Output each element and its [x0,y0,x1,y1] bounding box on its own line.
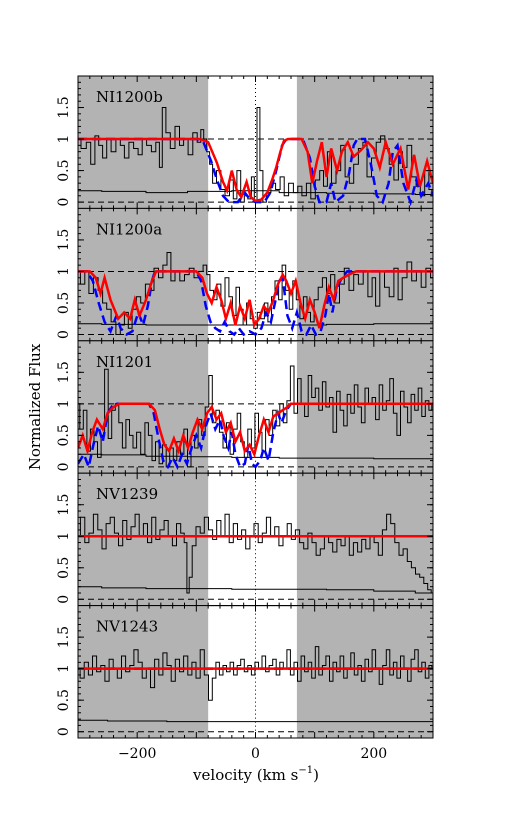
shaded-region-right [296,208,433,341]
model-component-curve [78,270,433,337]
y-tick-label: 1 [56,267,72,276]
y-tick-label: 1 [56,399,72,408]
x-tick-label: 0 [251,746,260,762]
y-tick-label: 0 [56,198,72,207]
y-tick-label: 0.5 [56,689,72,711]
panel-label: NI1201 [96,353,153,371]
y-tick-label: 0 [56,462,72,471]
x-axis-label: velocity (km s−1) [192,765,319,784]
y-tick-label: 1.5 [56,494,72,516]
x-tick-label: 200 [360,746,387,762]
y-tick-label: 1.5 [56,229,72,251]
flux-spectrum [78,107,433,203]
flux-spectrum [78,513,433,594]
error-spectrum [78,586,433,594]
panel-label: NV1239 [96,485,158,503]
x-axis-label-unit-exponent: −1 [298,765,313,776]
y-tick-label: 1.5 [56,96,72,118]
error-spectrum [78,190,433,195]
shaded-region-left [78,340,209,474]
y-tick-label: 1.5 [56,361,72,383]
y-tick-label: 1.5 [56,626,72,648]
y-tick-label: 0 [56,727,72,736]
y-axis-label: Normalized Flux [26,343,44,470]
y-tick-label: 1 [56,664,72,673]
model-total-curve [78,137,433,203]
error-spectrum [78,453,433,460]
y-tick-label: 0 [56,330,72,339]
y-tick-label: 1 [56,135,72,144]
y-tick-label: 0.5 [56,159,72,181]
y-tick-label: 1 [56,532,72,541]
panel-label: NI1200b [96,88,163,106]
panels-group: 0 0.5 1 1.5 NI1200b 0 0.5 1 1.5 NI1200a 0 0.5 1 1.5 NI… [56,75,434,762]
model-total-curve [78,402,433,458]
panel-NI1201 [78,340,433,474]
panel-label: NI1200a [96,220,162,238]
y-tick-label: 0 [56,595,72,604]
flux-spectrum [78,252,433,335]
flux-spectrum [78,646,433,701]
y-tick-label: 0.5 [56,292,72,314]
x-axis-label-close: ) [313,766,319,784]
error-spectrum [78,719,433,723]
panel-NI1200a [78,208,433,341]
model-component-curve [78,402,433,472]
x-tick-label: −200 [118,746,156,762]
model-total-curve [78,270,433,329]
panel-NI1200b [78,76,433,209]
flux-spectrum [78,365,433,468]
y-tick-label: 0.5 [56,557,72,579]
model-component-curve [78,137,433,207]
panel-label: NV1243 [96,618,158,636]
x-axis-label-main: velocity (km s [192,766,298,784]
y-tick-label: 0.5 [56,424,72,446]
shaded-region-left [78,76,209,209]
panel-NV1239 [78,473,433,606]
panel-NV1243 [78,605,433,738]
